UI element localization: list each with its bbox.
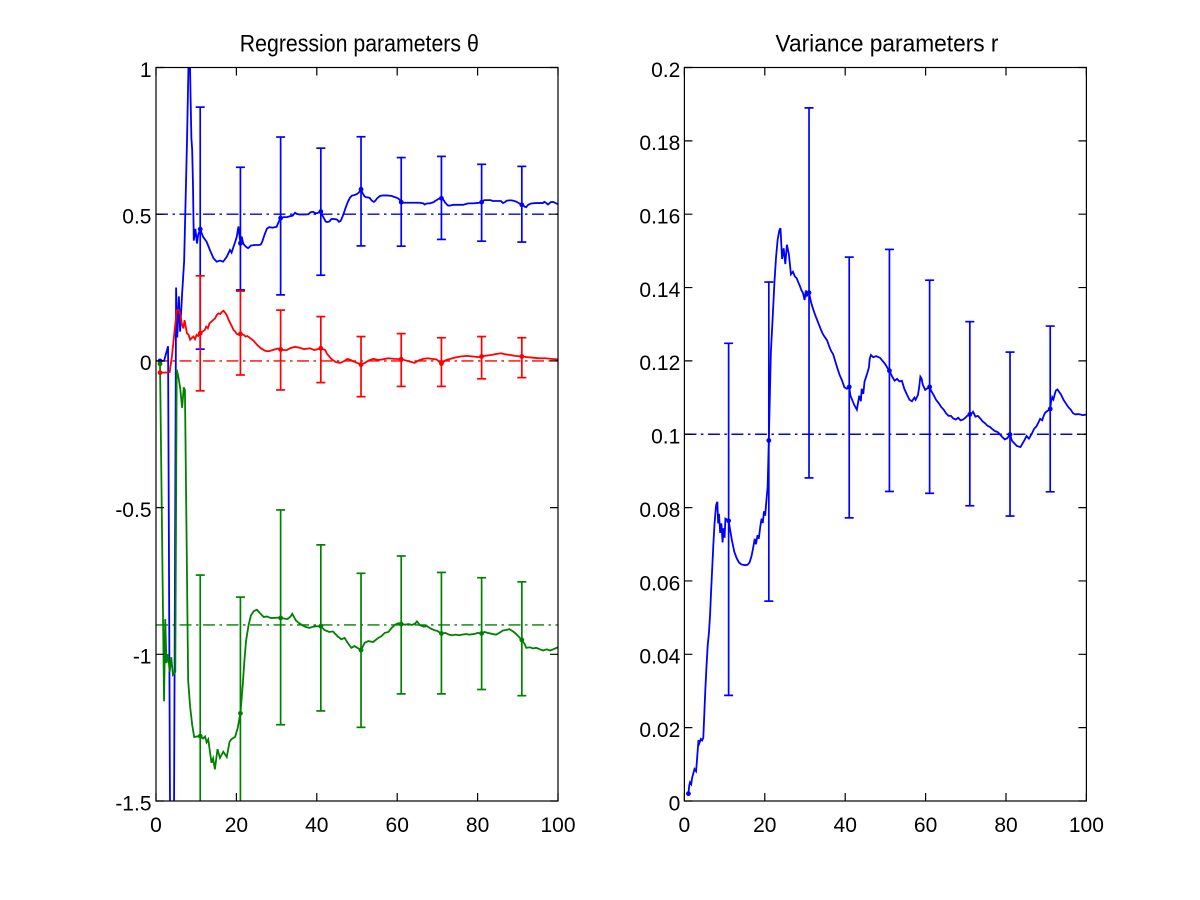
svg-text:100: 100 [1069, 814, 1104, 837]
svg-text:40: 40 [305, 814, 328, 837]
svg-text:Regression parameters θ: Regression parameters θ [240, 31, 479, 58]
svg-text:-0.5: -0.5 [115, 499, 151, 522]
svg-text:40: 40 [834, 814, 857, 837]
svg-text:0.12: 0.12 [639, 352, 680, 375]
svg-text:-1: -1 [133, 646, 152, 669]
svg-text:0.14: 0.14 [639, 279, 680, 302]
svg-text:20: 20 [225, 814, 248, 837]
svg-text:0.16: 0.16 [639, 206, 680, 229]
svg-text:0.04: 0.04 [639, 646, 680, 669]
svg-text:100: 100 [540, 814, 575, 837]
svg-text:1: 1 [140, 59, 152, 82]
svg-text:0: 0 [150, 814, 162, 837]
svg-text:0.5: 0.5 [122, 206, 151, 229]
svg-text:0.1: 0.1 [651, 426, 680, 449]
svg-text:0.06: 0.06 [639, 572, 680, 595]
svg-text:0: 0 [669, 792, 681, 815]
svg-text:0: 0 [140, 352, 152, 375]
svg-text:0.2: 0.2 [651, 59, 680, 82]
svg-text:0.08: 0.08 [639, 499, 680, 522]
svg-text:80: 80 [466, 814, 489, 837]
svg-text:60: 60 [386, 814, 409, 837]
svg-text:20: 20 [753, 814, 776, 837]
svg-text:0.18: 0.18 [639, 132, 680, 155]
svg-text:60: 60 [914, 814, 937, 837]
svg-text:0: 0 [679, 814, 691, 837]
svg-text:0.02: 0.02 [639, 719, 680, 742]
svg-text:-1.5: -1.5 [115, 792, 151, 815]
svg-text:Variance parameters r: Variance parameters r [776, 31, 999, 58]
svg-text:80: 80 [994, 814, 1017, 837]
